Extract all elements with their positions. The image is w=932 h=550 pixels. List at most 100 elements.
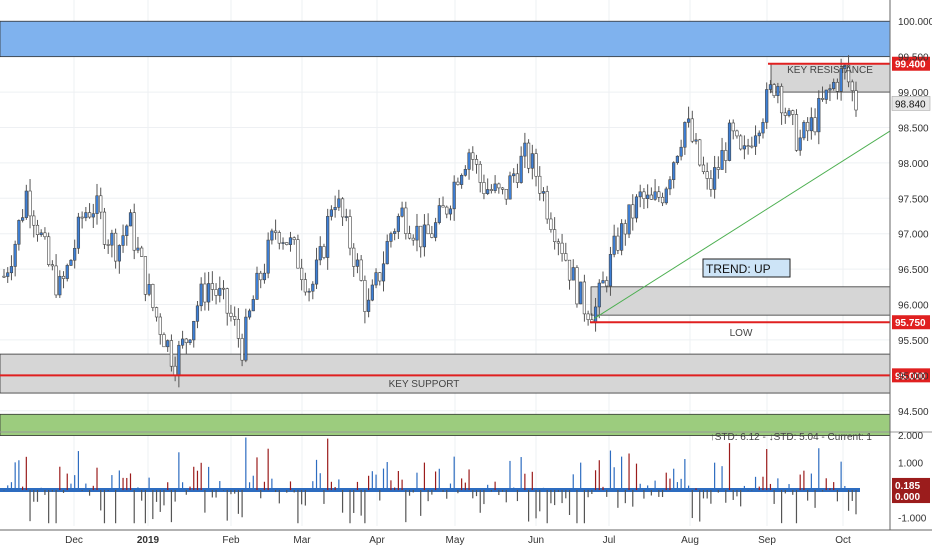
candle-body: [757, 132, 761, 137]
current-price-text: 98.840: [895, 99, 926, 110]
candle-body: [76, 216, 81, 249]
candle-body: [203, 283, 207, 303]
candle-body: [560, 242, 564, 254]
candle-body: [296, 239, 300, 269]
candle: [798, 129, 802, 156]
candle-body: [497, 183, 501, 189]
candle-body: [605, 280, 609, 287]
candle-body: [285, 242, 289, 245]
price-tag-text: 95.000: [895, 371, 926, 382]
osc-tick-label: 1.000: [898, 458, 923, 469]
candle-body: [65, 265, 69, 279]
candle: [136, 236, 140, 254]
candle: [411, 234, 415, 246]
candle-body: [32, 215, 36, 226]
candle: [500, 187, 505, 195]
candle-body: [158, 316, 162, 335]
candle-body: [672, 162, 676, 181]
candle: [716, 156, 720, 179]
candle-body: [478, 163, 482, 183]
candle: [95, 183, 99, 225]
candle: [828, 84, 832, 102]
candle: [273, 219, 278, 240]
candle-body: [221, 287, 226, 290]
candle-body: [140, 247, 144, 257]
candle: [218, 276, 222, 303]
candle: [326, 208, 330, 270]
candle: [166, 339, 170, 352]
candle-body: [731, 122, 735, 132]
candle-body: [664, 188, 668, 204]
candle: [91, 203, 95, 229]
candle: [794, 109, 799, 152]
candle-body: [28, 190, 32, 217]
key-resistance-label: KEY RESISTANCE: [787, 65, 873, 76]
candle-body: [102, 211, 107, 245]
candle-body: [121, 235, 125, 246]
candle-body: [638, 191, 642, 198]
candle-body: [21, 217, 25, 221]
candle: [686, 106, 691, 128]
candle: [709, 170, 713, 197]
candle: [497, 182, 501, 194]
candle-body: [538, 175, 542, 194]
candle-body: [753, 135, 758, 147]
candle-body: [378, 272, 382, 282]
price-tick-label: 95.500: [898, 336, 929, 347]
candle-body: [244, 316, 248, 361]
candle: [735, 129, 739, 139]
candle-body: [266, 239, 270, 274]
candle-body: [188, 339, 192, 344]
candle: [292, 236, 296, 245]
candle-body: [653, 191, 657, 200]
time-tick-label: Sep: [758, 535, 776, 546]
candle: [534, 148, 538, 187]
candle-body: [739, 135, 743, 150]
candle: [244, 308, 248, 363]
candle: [188, 339, 192, 346]
candle-body: [787, 110, 791, 116]
candle-body: [210, 283, 214, 290]
candle-body: [404, 207, 408, 234]
candle: [58, 270, 62, 298]
candle: [367, 288, 371, 318]
candle-body: [727, 122, 732, 161]
candle: [240, 333, 244, 367]
candle: [61, 271, 66, 289]
candle: [672, 161, 676, 189]
candle: [660, 192, 665, 207]
candle-body: [486, 189, 490, 194]
candle: [385, 234, 389, 265]
candle-body: [207, 283, 211, 303]
candle: [664, 186, 668, 205]
candle-body: [746, 145, 750, 148]
candle: [627, 204, 631, 239]
candle-body: [817, 98, 821, 133]
candle: [140, 245, 144, 257]
candle: [575, 265, 579, 308]
candle: [99, 187, 103, 220]
candle: [560, 233, 564, 262]
candle-body: [798, 137, 802, 151]
candle: [426, 213, 430, 235]
candle: [452, 175, 456, 221]
candle-body: [24, 190, 28, 218]
candle-body: [620, 223, 624, 251]
candle-body: [448, 208, 453, 215]
time-tick-label: Jul: [603, 535, 616, 546]
candle: [742, 135, 746, 160]
candle: [582, 274, 587, 322]
candle-body: [750, 145, 754, 148]
candle: [9, 255, 14, 281]
candle-body: [426, 224, 430, 235]
candle: [35, 219, 40, 242]
candle: [820, 86, 825, 102]
candle: [270, 228, 274, 245]
candle-body: [597, 282, 601, 308]
candle: [180, 330, 185, 349]
candle: [422, 214, 427, 257]
candle: [352, 243, 356, 277]
candle-body: [474, 159, 479, 165]
candle-body: [233, 316, 237, 320]
